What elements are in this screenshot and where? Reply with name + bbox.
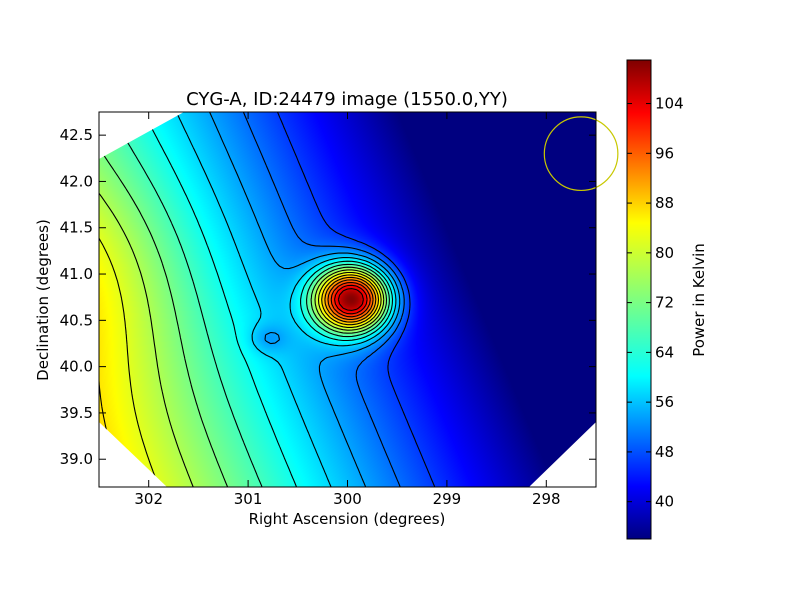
plot-area: 302 301 300 299 298 39.0 39.5 40.0 40.5 41.0 41.5… [60, 111, 619, 508]
colorbar-tick-label: 104 [655, 95, 684, 113]
contour-line [324, 276, 377, 323]
y-tick-label: 42.5 [60, 126, 93, 144]
contour-line [276, 112, 436, 487]
x-tick-label: 299 [433, 490, 462, 508]
contour-line [330, 281, 371, 318]
chart-title: CYG-A, ID:24479 image (1550.0,YY) [186, 89, 508, 110]
contour-line [334, 284, 368, 315]
x-tick-label: 301 [234, 490, 263, 508]
colorbar-tick-label: 96 [655, 144, 674, 162]
y-tick-label: 39.5 [60, 404, 93, 422]
contour-line [327, 279, 374, 321]
x-axis-ticks: 302 301 300 299 298 [134, 112, 561, 508]
colorbar-tick-label: 56 [655, 393, 674, 411]
contour-lines [99, 112, 436, 487]
colorbar-tick-label: 80 [655, 244, 674, 262]
y-tick-label: 40.0 [60, 358, 93, 376]
y-tick-label: 41.0 [60, 265, 93, 283]
heatmap-image [99, 112, 596, 487]
colorbar: 40 48 56 64 72 80 88 96 104 Power in Kelvin [626, 59, 708, 540]
y-axis-ticks: 39.0 39.5 40.0 40.5 41.0 41.5 42.0 42.5 [60, 126, 596, 468]
colorbar-tick-label: 40 [655, 493, 674, 511]
colorbar-tick-label: 88 [655, 194, 674, 212]
contour-line [337, 288, 364, 311]
beam-circle [543, 116, 619, 192]
colorbar-ticks: 40 48 56 64 72 80 88 96 104 [627, 95, 684, 511]
colorbar-tick-label: 48 [655, 443, 674, 461]
colorbar-tick-label: 72 [655, 294, 674, 312]
y-tick-label: 39.0 [60, 450, 93, 468]
x-tick-label: 300 [333, 490, 362, 508]
contour-line [99, 238, 382, 487]
x-tick-label: 298 [532, 490, 561, 508]
y-axis-label: Declination (degrees) [34, 219, 52, 381]
x-tick-label: 302 [134, 490, 163, 508]
colorbar-tick-label: 64 [655, 343, 674, 361]
colorbar-label: Power in Kelvin [690, 243, 708, 357]
y-tick-label: 41.5 [60, 219, 93, 237]
colorbar-gradient [626, 59, 652, 540]
y-tick-label: 42.0 [60, 172, 93, 190]
x-axis-label: Right Ascension (degrees) [249, 510, 446, 528]
contour-line [209, 112, 401, 487]
y-tick-label: 40.5 [60, 311, 93, 329]
contour-line [99, 192, 385, 487]
